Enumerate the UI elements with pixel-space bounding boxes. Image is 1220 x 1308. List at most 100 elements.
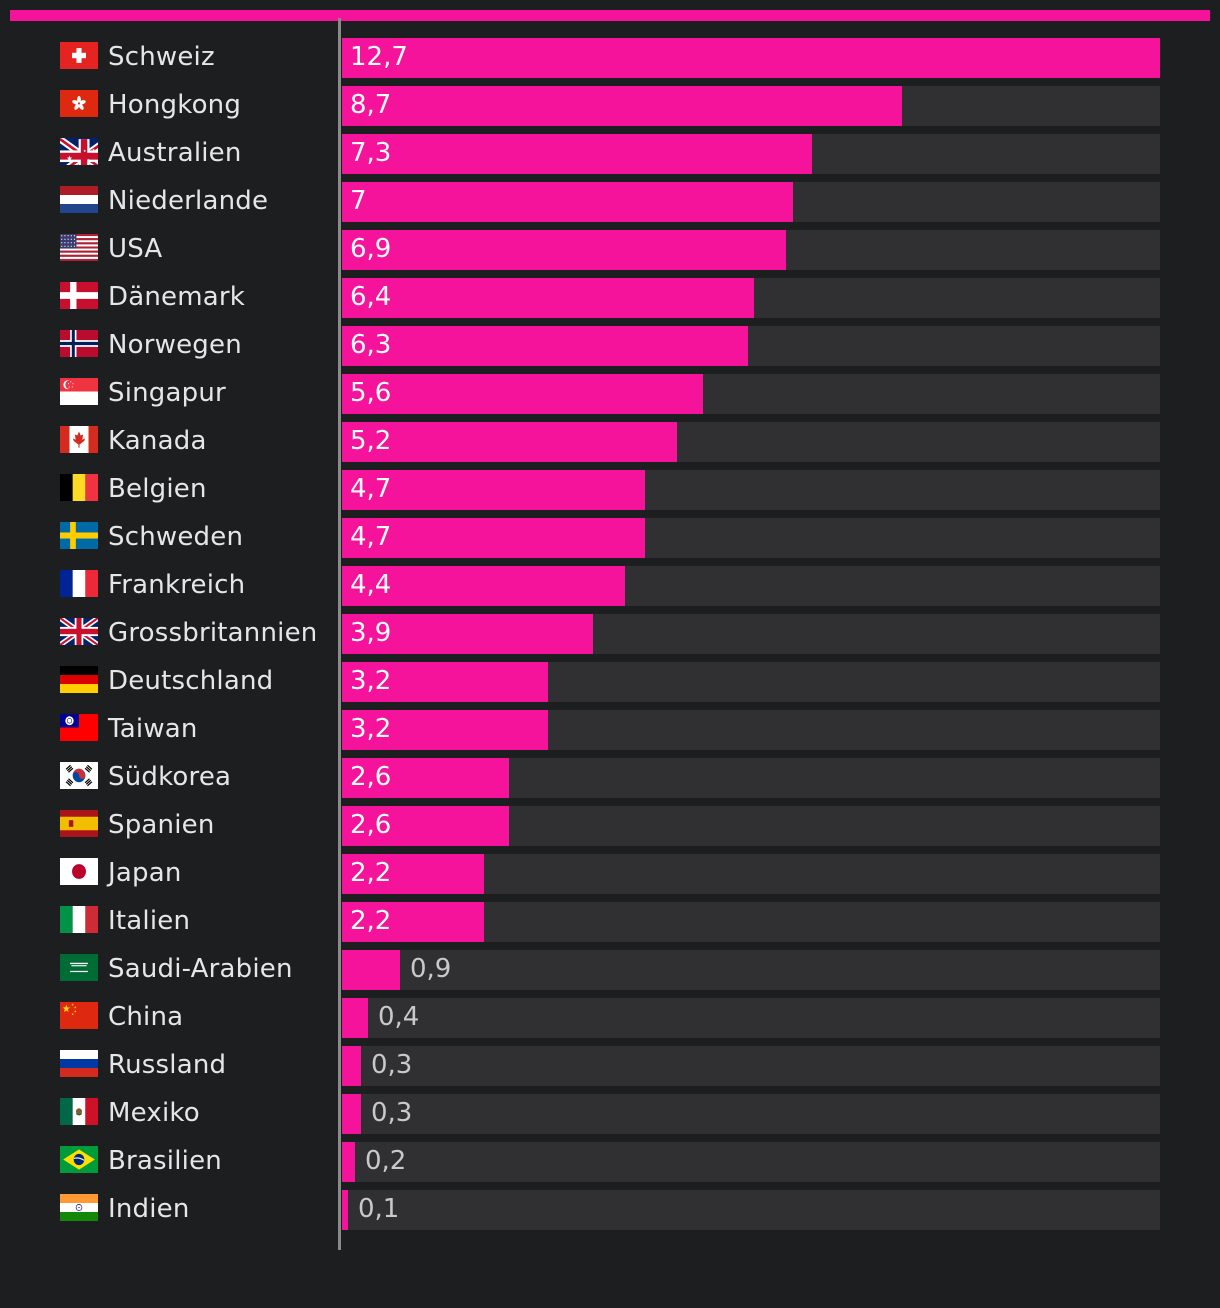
- bar-row: USA 6,9: [0, 230, 1220, 270]
- canada-flag-icon: [60, 426, 98, 453]
- category-label: Kanada: [108, 426, 207, 456]
- bar-row: Saudi-Arabien 0,9: [0, 950, 1220, 990]
- bar: [342, 326, 748, 366]
- bar-row: Schweden 4,7: [0, 518, 1220, 558]
- value-label: 0,4: [378, 1002, 420, 1032]
- value-label: 6,9: [350, 234, 392, 264]
- bar-track: 12,7: [342, 38, 1160, 78]
- bar-row: Kanada 5,2: [0, 422, 1220, 462]
- bar: [342, 1190, 348, 1230]
- bar-track: 4,7: [342, 470, 1160, 510]
- south-korea-flag-icon: [60, 762, 98, 789]
- value-label: 3,2: [350, 714, 392, 744]
- category-label: Belgien: [108, 474, 207, 504]
- bar-track: 2,6: [342, 758, 1160, 798]
- category-label: China: [108, 1002, 184, 1032]
- japan-flag-icon: [60, 858, 98, 885]
- bar-track: 0,3: [342, 1094, 1160, 1134]
- bar-track: 3,2: [342, 710, 1160, 750]
- value-label: 3,9: [350, 618, 392, 648]
- value-label: 3,2: [350, 666, 392, 696]
- bar: [342, 950, 400, 990]
- bar: [342, 854, 484, 894]
- value-label: 4,7: [350, 474, 392, 504]
- australia-flag-icon: [60, 138, 98, 165]
- bar-track: 0,1: [342, 1190, 1160, 1230]
- bar-row: Mexiko 0,3: [0, 1094, 1220, 1134]
- axis-line: [338, 18, 341, 1250]
- bar: [342, 134, 812, 174]
- bar: [342, 806, 509, 846]
- bar: [342, 710, 548, 750]
- bar-track: 6,9: [342, 230, 1160, 270]
- hong-kong-flag-icon: [60, 90, 98, 117]
- category-label: Frankreich: [108, 570, 246, 600]
- category-label: Schweiz: [108, 42, 215, 72]
- denmark-flag-icon: [60, 282, 98, 309]
- bar-track: 2,2: [342, 902, 1160, 942]
- sweden-flag-icon: [60, 522, 98, 549]
- bar-track: 2,2: [342, 854, 1160, 894]
- bar: [342, 1046, 361, 1086]
- taiwan-flag-icon: [60, 714, 98, 741]
- category-label: Indien: [108, 1194, 190, 1224]
- value-label: 0,3: [371, 1050, 413, 1080]
- uk-flag-icon: [60, 618, 98, 645]
- bar: [342, 182, 793, 222]
- bar-track: 4,7: [342, 518, 1160, 558]
- value-label: 7: [350, 186, 367, 216]
- usa-flag-icon: [60, 234, 98, 261]
- bar-track: 2,6: [342, 806, 1160, 846]
- bar-row: Russland 0,3: [0, 1046, 1220, 1086]
- category-label: Schweden: [108, 522, 244, 552]
- russia-flag-icon: [60, 1050, 98, 1077]
- value-label: 7,3: [350, 138, 392, 168]
- bar-track: 4,4: [342, 566, 1160, 606]
- value-label: 0,1: [358, 1194, 400, 1224]
- bar-row: Dänemark 6,4: [0, 278, 1220, 318]
- bar-row: Niederlande 7: [0, 182, 1220, 222]
- bar: [342, 902, 484, 942]
- india-flag-icon: [60, 1194, 98, 1221]
- value-label: 0,9: [410, 954, 452, 984]
- mexico-flag-icon: [60, 1098, 98, 1125]
- bar-row: Brasilien 0,2: [0, 1142, 1220, 1182]
- bar: [342, 662, 548, 702]
- value-label: 5,6: [350, 378, 392, 408]
- bar-track: 6,3: [342, 326, 1160, 366]
- bar-row: Deutschland 3,2: [0, 662, 1220, 702]
- bar: [342, 1142, 355, 1182]
- bar-row: Australien 7,3: [0, 134, 1220, 174]
- bar-track: 5,2: [342, 422, 1160, 462]
- category-label: Norwegen: [108, 330, 242, 360]
- saudi-arabia-flag-icon: [60, 954, 98, 981]
- bar-row: Südkorea 2,6: [0, 758, 1220, 798]
- bar-track: 6,4: [342, 278, 1160, 318]
- switzerland-flag-icon: [60, 42, 98, 69]
- singapore-flag-icon: [60, 378, 98, 405]
- category-label: Spanien: [108, 810, 215, 840]
- category-label: USA: [108, 234, 163, 264]
- bar-row: Belgien 4,7: [0, 470, 1220, 510]
- bar-row: Italien 2,2: [0, 902, 1220, 942]
- bar-row: China 0,4: [0, 998, 1220, 1038]
- brazil-flag-icon: [60, 1146, 98, 1173]
- spain-flag-icon: [60, 810, 98, 837]
- category-label: Japan: [108, 858, 182, 888]
- bar-track: 7,3: [342, 134, 1160, 174]
- category-label: Italien: [108, 906, 191, 936]
- bar: [342, 566, 625, 606]
- bar-row: Taiwan 3,2: [0, 710, 1220, 750]
- bar: [342, 422, 677, 462]
- bar-row: Schweiz 12,7: [0, 38, 1220, 78]
- bar-row: Singapur 5,6: [0, 374, 1220, 414]
- bar-track: 3,2: [342, 662, 1160, 702]
- value-label: 2,2: [350, 906, 392, 936]
- bar-track: 5,6: [342, 374, 1160, 414]
- value-label: 12,7: [350, 42, 408, 72]
- value-label: 2,2: [350, 858, 392, 888]
- category-label: Singapur: [108, 378, 226, 408]
- bar-row: Norwegen 6,3: [0, 326, 1220, 366]
- top-accent-bar: [10, 10, 1210, 21]
- value-label: 5,2: [350, 426, 392, 456]
